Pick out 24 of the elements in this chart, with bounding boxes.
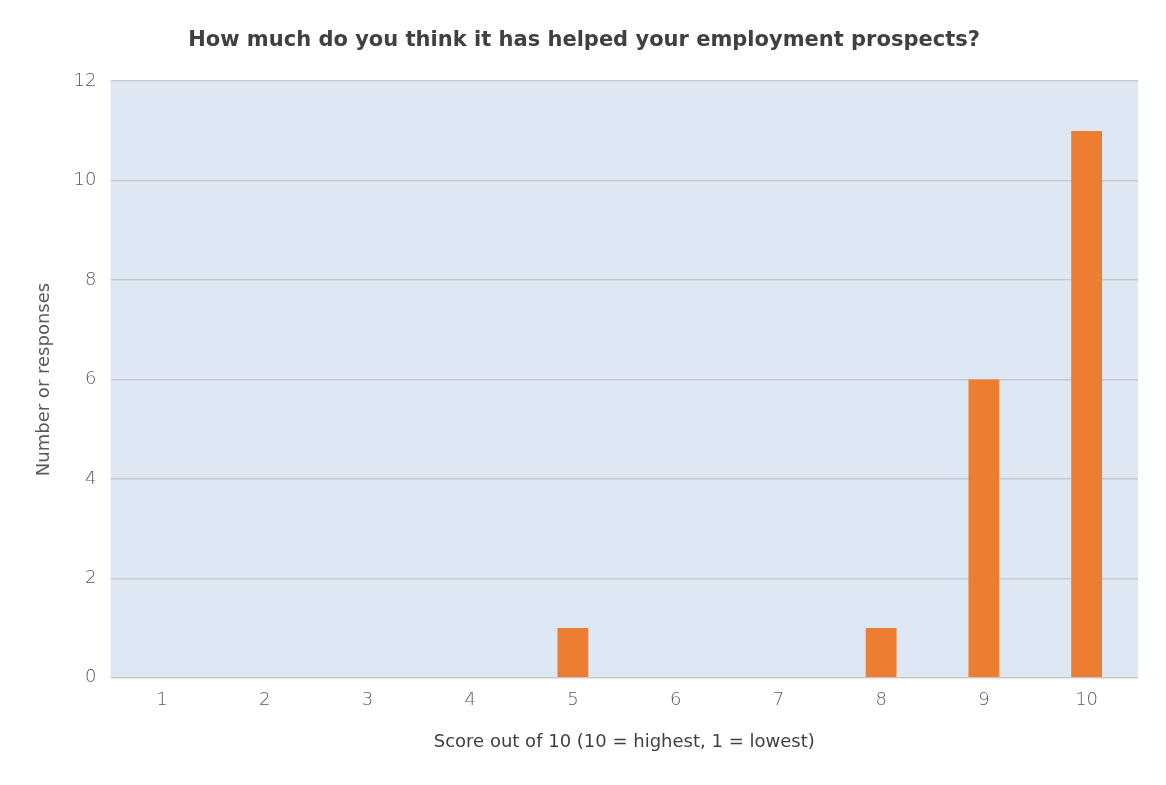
x-tick-label: 4: [464, 688, 476, 710]
x-tick-label: 8: [875, 688, 887, 710]
chart-title: How much do you think it has helped your employment prospects?: [188, 27, 980, 52]
x-tick-label: 3: [361, 688, 374, 710]
y-tick-label: 12: [73, 68, 97, 90]
y-tick-label: 0: [85, 665, 97, 687]
bar: [865, 628, 897, 678]
x-tick-label: 10: [1075, 688, 1099, 710]
x-tick-label: 5: [567, 688, 579, 710]
bar: [968, 379, 1000, 678]
x-tick-label: 7: [772, 688, 785, 710]
x-tick-label: 1: [156, 688, 168, 710]
y-tick-label: 2: [85, 566, 97, 588]
y-tick-label: 4: [85, 466, 97, 488]
y-tick-label: 10: [73, 168, 97, 190]
x-tick-label: 2: [258, 688, 271, 710]
y-tick-label: 6: [85, 367, 97, 389]
bar: [1071, 130, 1103, 678]
x-tick-label: 6: [669, 688, 682, 710]
x-tick-label: 9: [978, 688, 990, 710]
y-tick-label: 8: [85, 267, 97, 289]
x-axis-title: Score out of 10 (10 = highest, 1 = lowest): [433, 729, 815, 751]
bar: [557, 628, 589, 678]
y-axis-title: Number or responses: [32, 282, 54, 477]
